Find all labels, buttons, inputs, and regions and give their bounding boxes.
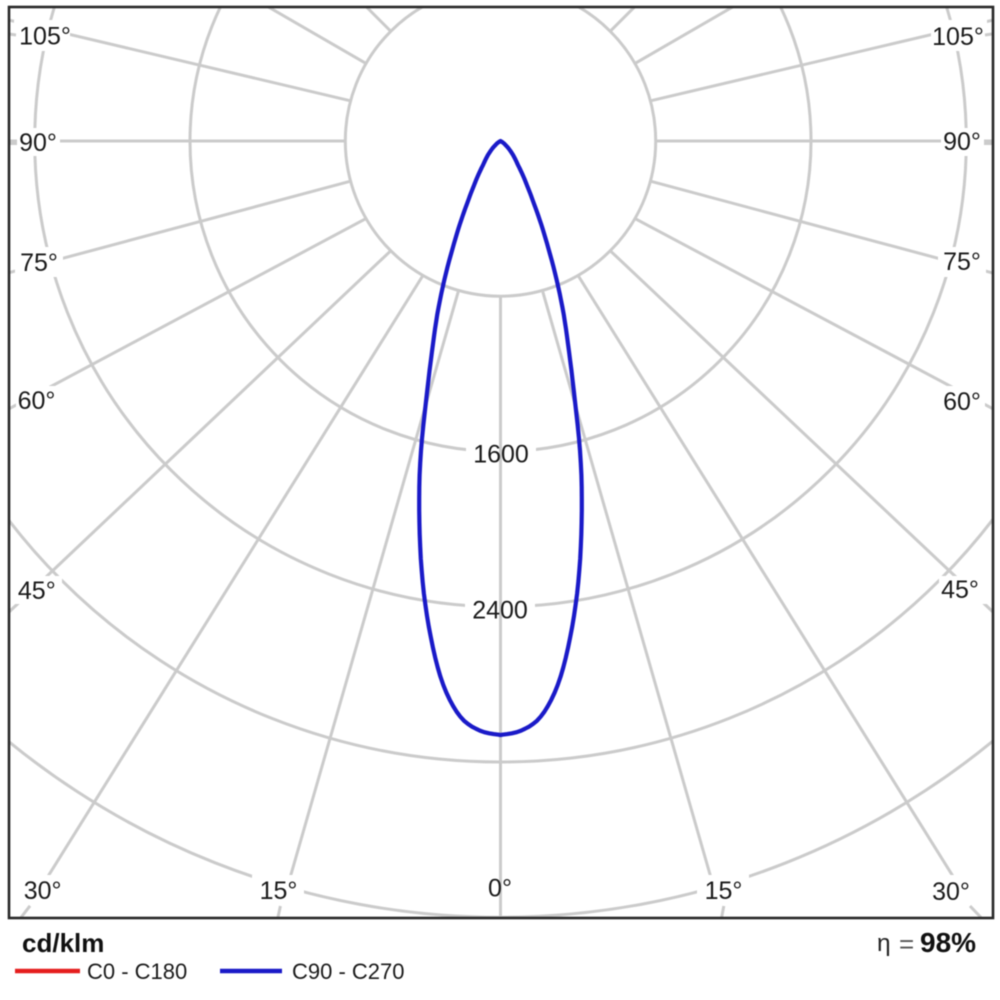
svg-text:98%: 98% — [920, 927, 976, 958]
svg-text:cd/klm: cd/klm — [22, 928, 104, 958]
svg-text:90°: 90° — [19, 129, 57, 157]
svg-text:30°: 30° — [932, 878, 970, 906]
svg-text:75°: 75° — [20, 249, 58, 277]
svg-text:45°: 45° — [941, 576, 979, 604]
svg-text:1600: 1600 — [473, 441, 529, 469]
svg-text:15°: 15° — [705, 877, 743, 905]
svg-text:105°: 105° — [19, 23, 71, 51]
svg-text:90°: 90° — [943, 128, 981, 156]
svg-text:2400: 2400 — [472, 597, 528, 625]
svg-text:75°: 75° — [943, 248, 981, 276]
svg-text:105°: 105° — [932, 23, 984, 51]
svg-text:30°: 30° — [24, 877, 62, 905]
svg-text:60°: 60° — [943, 388, 981, 416]
svg-text:0°: 0° — [488, 875, 512, 903]
svg-text:C90 - C270: C90 - C270 — [292, 959, 405, 984]
svg-text:C0 - C180: C0 - C180 — [87, 959, 187, 984]
svg-text:60°: 60° — [18, 387, 56, 415]
svg-text:45°: 45° — [18, 577, 56, 605]
svg-text:=: = — [899, 929, 914, 959]
svg-text:η: η — [877, 930, 891, 957]
svg-text:15°: 15° — [260, 877, 298, 905]
